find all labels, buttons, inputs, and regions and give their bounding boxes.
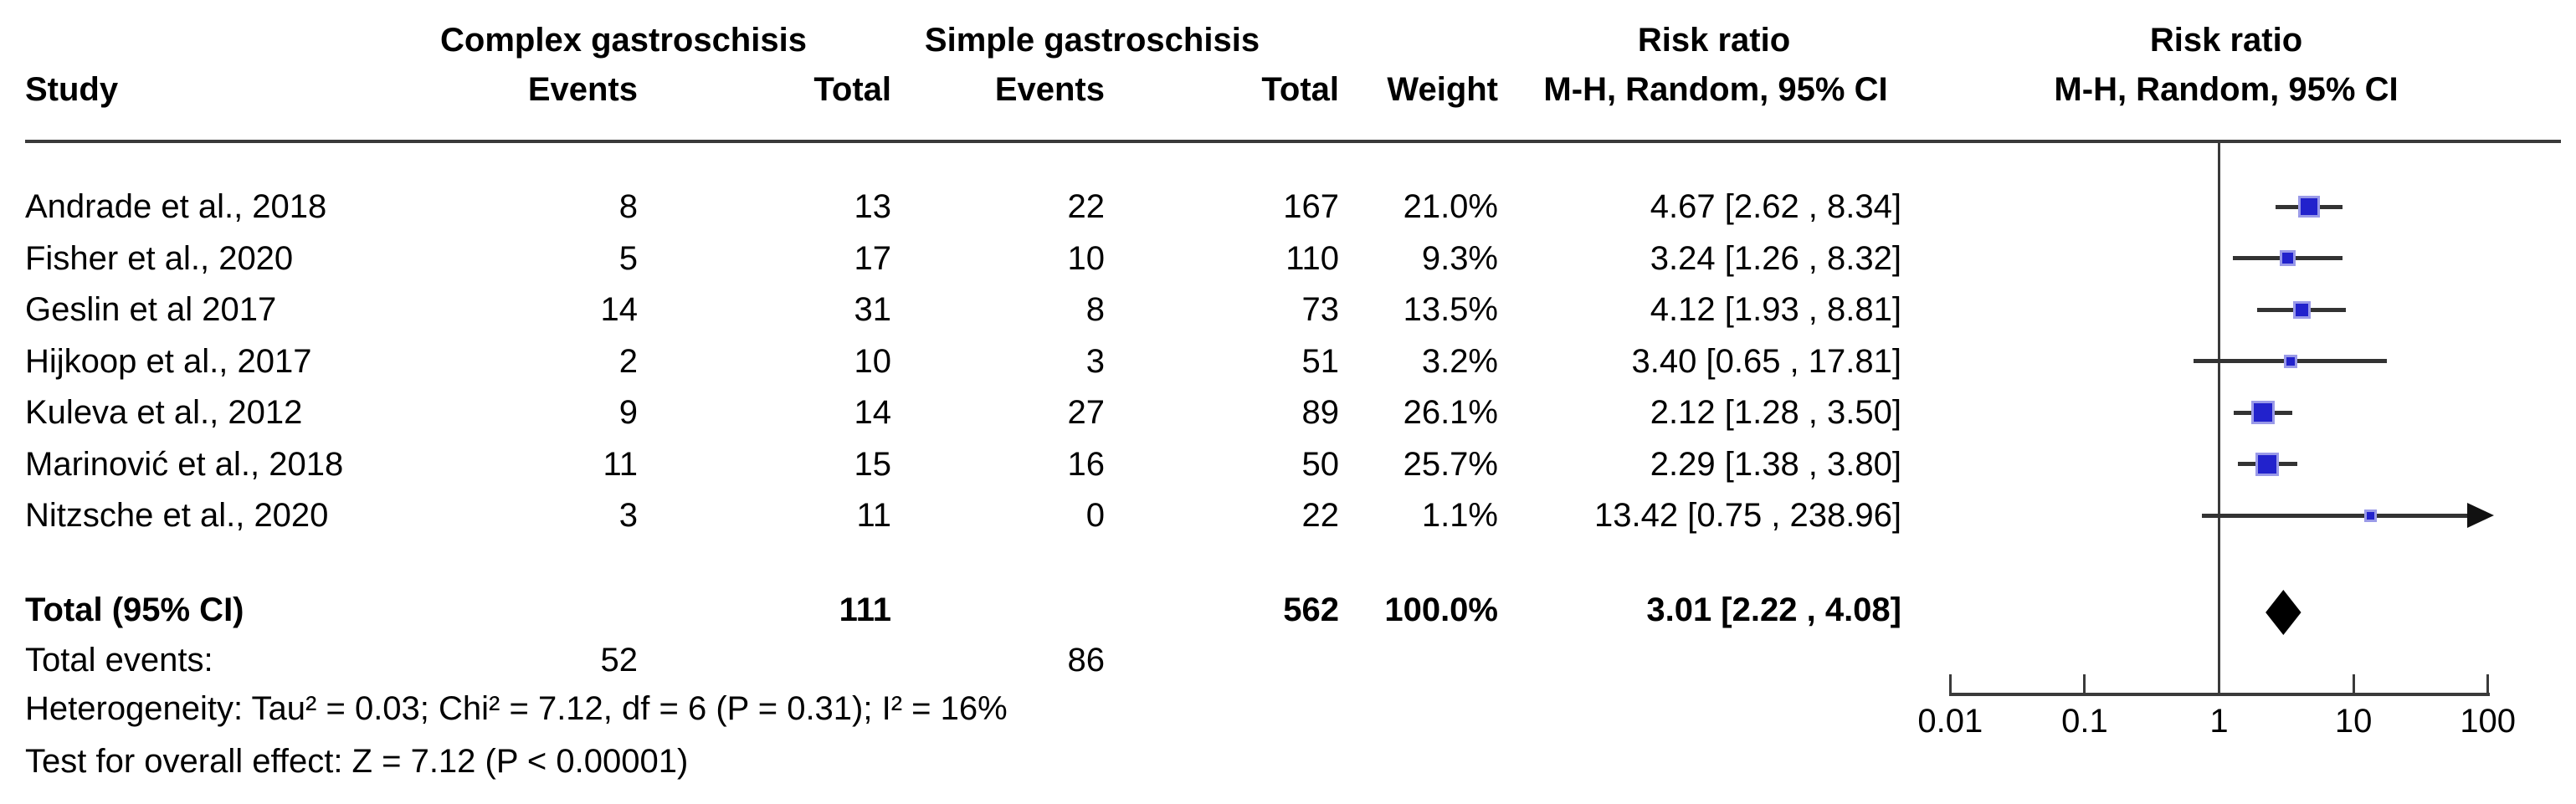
simple-events-value: 16 (1067, 445, 1106, 483)
x-axis-tick (2352, 674, 2355, 696)
effect-marker (2300, 198, 2317, 215)
total-complex-total-value: 111 (839, 591, 891, 628)
x-axis-tick (1948, 674, 1952, 696)
total-weight-value: 100.0% (1384, 591, 1498, 628)
effect-marker (2281, 253, 2293, 264)
weight-value: 3.2% (1421, 342, 1498, 380)
mh-random-ci-header-text-column: M-H, Random, 95% CI (1543, 71, 1888, 108)
simple-events-value: 10 (1067, 239, 1106, 277)
complex-total-value: 17 (854, 239, 892, 277)
weight-column-header: Weight (1387, 71, 1498, 108)
effect-marker (2286, 356, 2295, 366)
complex-events-value: 3 (618, 497, 638, 534)
simple-events-value: 3 (1085, 342, 1105, 380)
heterogeneity-stats-text: Heterogeneity: Tau² = 0.03; Chi² = 7.12,… (25, 690, 1008, 727)
effect-marker (2253, 403, 2272, 422)
complex-events-value: 5 (618, 239, 638, 277)
x-axis-tick (2083, 674, 2086, 696)
total-events-simple-value: 86 (1067, 642, 1106, 679)
overall-effect-test-text: Test for overall effect: Z = 7.12 (P < 0… (25, 743, 689, 780)
complex-events-value: 8 (618, 188, 638, 225)
effect-marker (2367, 511, 2375, 520)
x-axis-tick (2218, 674, 2220, 696)
weight-value: 13.5% (1403, 291, 1498, 328)
simple-total-value: 22 (1301, 497, 1340, 534)
x-axis-tick-label: 0.1 (2061, 703, 2108, 740)
header-divider-line (25, 140, 2561, 143)
simple-total-value: 167 (1283, 188, 1339, 225)
complex-total-header: Total (813, 71, 891, 108)
study-name: Geslin et al 2017 (25, 291, 277, 328)
rr-ci-value: 4.67 [2.62 , 8.34] (1650, 188, 1901, 225)
study-name: Andrade et al., 2018 (25, 188, 327, 225)
total-row-label: Total (95% CI) (25, 591, 244, 628)
complex-total-value: 13 (854, 188, 892, 225)
simple-total-header: Total (1261, 71, 1339, 108)
simple-events-value: 27 (1067, 394, 1106, 431)
complex-events-value: 9 (618, 394, 638, 431)
study-column-header: Study (25, 71, 119, 108)
ci-arrow-right-icon (2467, 503, 2494, 528)
group-header-complex: Complex gastroschisis (440, 22, 807, 59)
simple-total-value: 89 (1301, 394, 1340, 431)
null-effect-line (2218, 143, 2220, 694)
simple-total-value: 110 (1285, 239, 1339, 277)
x-axis-tick-label: 100 (2460, 703, 2517, 740)
simple-total-value: 50 (1301, 445, 1340, 483)
simple-events-header: Events (994, 71, 1105, 108)
x-axis-tick-label: 10 (2334, 703, 2373, 740)
simple-total-value: 51 (1301, 342, 1340, 380)
study-name: Marinović et al., 2018 (25, 445, 344, 483)
simple-events-value: 0 (1085, 497, 1105, 534)
weight-value: 1.1% (1421, 497, 1498, 534)
ci-line (2202, 513, 2469, 518)
simple-events-value: 22 (1067, 188, 1106, 225)
rr-ci-value: 4.12 [1.93 , 8.81] (1650, 291, 1901, 328)
risk-ratio-header-plot-column: Risk ratio (2149, 22, 2303, 59)
rr-ci-value: 3.24 [1.26 , 8.32] (1650, 239, 1901, 277)
rr-ci-value: 13.42 [0.75 , 238.96] (1594, 497, 1901, 534)
weight-value: 9.3% (1421, 239, 1498, 277)
mh-random-ci-header-plot-column: M-H, Random, 95% CI (2054, 71, 2399, 108)
study-name: Nitzsche et al., 2020 (25, 497, 329, 534)
x-axis-tick-label: 1 (2209, 703, 2229, 740)
total-events-label: Total events: (25, 642, 213, 679)
simple-events-value: 8 (1085, 291, 1105, 328)
x-axis-tick-label: 0.01 (1917, 703, 1983, 740)
total-simple-total-value: 562 (1283, 591, 1339, 628)
complex-events-header: Events (527, 71, 638, 108)
study-name: Hijkoop et al., 2017 (25, 342, 312, 380)
complex-events-value: 11 (603, 445, 638, 483)
complex-total-value: 14 (854, 394, 892, 431)
x-axis-tick (2486, 674, 2490, 696)
risk-ratio-header-text-column: Risk ratio (1637, 22, 1791, 59)
effect-marker (2258, 454, 2277, 474)
group-header-simple: Simple gastroschisis (924, 22, 1260, 59)
rr-ci-value: 2.12 [1.28 , 3.50] (1650, 394, 1901, 431)
study-name: Fisher et al., 2020 (25, 239, 294, 277)
complex-total-value: 11 (856, 497, 891, 534)
weight-value: 25.7% (1403, 445, 1498, 483)
rr-ci-value: 2.29 [1.38 , 3.80] (1650, 445, 1901, 483)
total-rr-ci-value: 3.01 [2.22 , 4.08] (1646, 591, 1901, 628)
simple-total-value: 73 (1301, 291, 1340, 328)
pooled-diamond (2266, 590, 2301, 635)
weight-value: 26.1% (1403, 394, 1498, 431)
complex-total-value: 31 (854, 291, 892, 328)
weight-value: 21.0% (1403, 188, 1498, 225)
complex-total-value: 15 (854, 445, 892, 483)
total-events-complex-value: 52 (600, 642, 639, 679)
complex-events-value: 14 (600, 291, 639, 328)
study-name: Kuleva et al., 2012 (25, 394, 303, 431)
complex-total-value: 10 (854, 342, 892, 380)
rr-ci-value: 3.40 [0.65 , 17.81] (1631, 342, 1901, 380)
effect-marker (2295, 303, 2308, 316)
complex-events-value: 2 (618, 342, 638, 380)
